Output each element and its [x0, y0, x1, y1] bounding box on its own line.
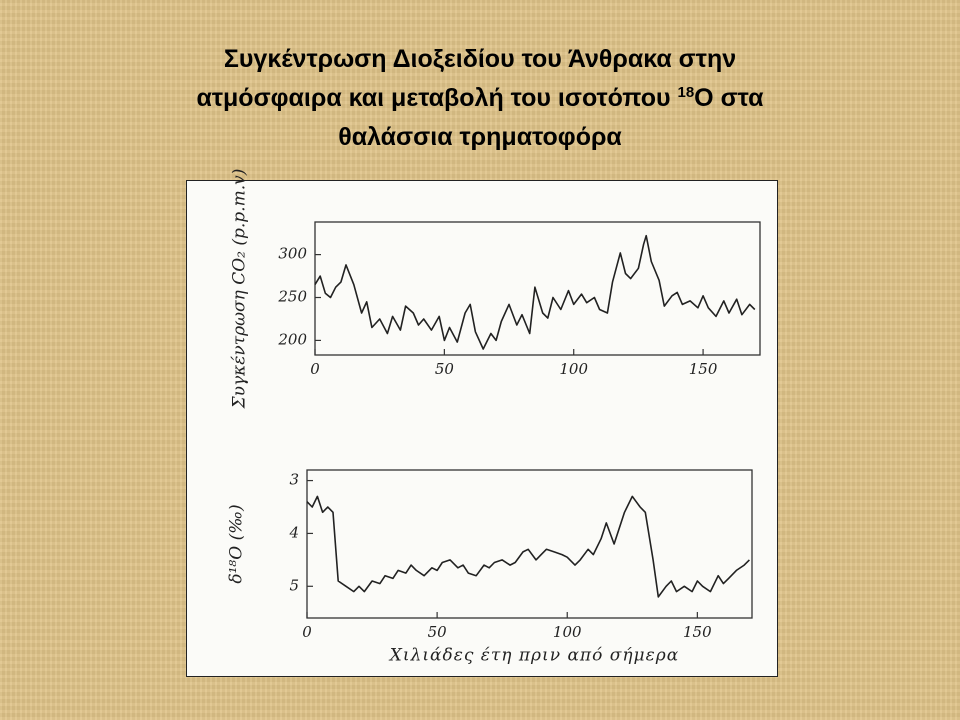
- y-tick-label: 200: [277, 330, 307, 348]
- x-tick-label: 50: [435, 360, 455, 378]
- y-axis-label: δ¹⁸O (‰): [227, 504, 247, 583]
- title-line: ατμόσφαιρα και μεταβολή του ισοτόπου: [196, 84, 671, 112]
- x-tick-label: 150: [683, 623, 712, 641]
- title-line: θαλάσσια τρηματοφόρα: [338, 123, 622, 151]
- x-tick-label: 100: [553, 623, 582, 641]
- data-line: [306, 495, 750, 598]
- figure-frame: [186, 180, 778, 677]
- y-tick-label: 4: [288, 523, 299, 541]
- plot-frame: [306, 469, 753, 619]
- x-tick-label: 0: [302, 623, 312, 641]
- y-tick-label: 300: [278, 245, 307, 263]
- title-line: Συγκέντρωση Διοξειδίου του Άνθρακα στην: [223, 45, 737, 73]
- data-line: [314, 234, 756, 350]
- x-tick-label: 0: [310, 360, 320, 378]
- x-tick-label: 50: [428, 623, 448, 641]
- x-tick-label: 100: [559, 360, 588, 378]
- x-tick-label: 150: [689, 360, 718, 378]
- slide-title: Συγκέντρωση Διοξειδίου του Άνθρακα στην α…: [0, 40, 960, 157]
- plot-frame: [314, 221, 761, 356]
- title-superscript: 18: [677, 84, 695, 101]
- x-axis-label: Χιλιάδες έτη πριν από σήμερα: [388, 646, 679, 666]
- y-tick-label: 5: [289, 576, 299, 594]
- y-axis-label: Συγκέντρωση CO₂ (p.p.m.v): [230, 169, 250, 410]
- title-line: Ο στα: [694, 84, 764, 112]
- y-tick-label: 3: [289, 471, 299, 489]
- y-tick-label: 250: [277, 288, 307, 306]
